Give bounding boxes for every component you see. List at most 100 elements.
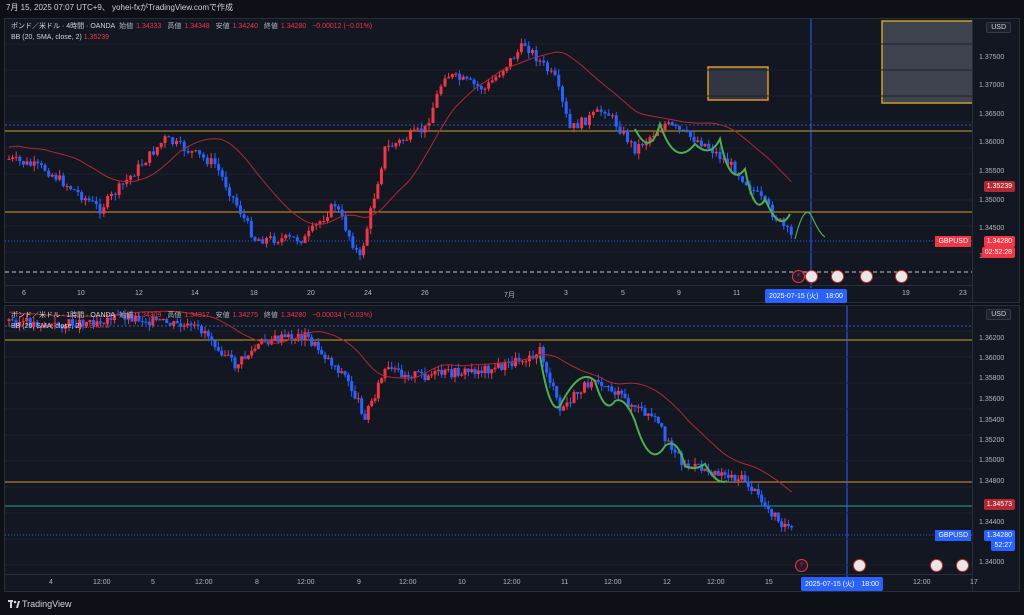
candle-body	[383, 146, 387, 169]
chart-pane-1h[interactable]: ポンド／米ドル · 1時間 · OANDA 始値 1.34309 高値 1.3431…	[4, 305, 1020, 592]
candle-body	[50, 174, 54, 177]
us-flag-icon[interactable]	[805, 270, 818, 283]
candle-body	[240, 356, 244, 365]
us-flag-icon[interactable]	[895, 270, 908, 283]
uk-flag-icon[interactable]	[831, 270, 844, 283]
lightning-icon[interactable]: ⚡	[792, 270, 805, 283]
candle-body	[517, 357, 521, 362]
uk-flag-icon[interactable]	[860, 270, 873, 283]
candle-body	[249, 220, 253, 238]
currency-button[interactable]: USD	[986, 309, 1011, 320]
candle-body	[123, 314, 127, 320]
price-plot-1h[interactable]	[5, 306, 975, 577]
candle-body	[696, 463, 700, 465]
candle-body	[618, 126, 622, 134]
candle-body	[129, 175, 133, 180]
price-plot-4h[interactable]	[5, 19, 975, 288]
time-axis-4h[interactable]: 6 10 12 14 18 20 24 26 7月 3 5 9 11 19 23	[5, 285, 973, 302]
candle-body	[549, 70, 553, 72]
lightning-icon[interactable]: ⚡	[795, 559, 808, 572]
candle-body	[216, 347, 220, 351]
candle-body	[132, 175, 136, 177]
uk-flag-icon[interactable]	[853, 559, 866, 572]
candle-body	[83, 198, 87, 201]
legend-bb[interactable]: BB (20, SMA, close, 2) 1.35239	[11, 34, 110, 41]
candle-body	[398, 139, 402, 144]
candle-body	[81, 319, 85, 327]
candle-body	[147, 321, 151, 326]
candle-body	[650, 413, 654, 416]
candle-body	[692, 136, 696, 142]
candle-body	[494, 76, 498, 81]
last-price-tag: 1.34280	[983, 530, 1015, 541]
candle-body	[171, 137, 175, 145]
candle-body	[435, 94, 439, 108]
us-flag-icon[interactable]	[956, 559, 969, 572]
candle-body	[487, 82, 491, 89]
legend-bb[interactable]: BB (20, SMA, close, 2) 1.34573	[11, 323, 110, 330]
candle-body	[196, 324, 200, 326]
candle-body	[178, 140, 182, 142]
candle-body	[265, 237, 269, 244]
candle-body	[670, 440, 674, 450]
candle-body	[233, 357, 237, 369]
candle-body	[780, 521, 784, 528]
candle-body	[155, 147, 159, 155]
candle-body	[580, 117, 584, 129]
candle-body	[344, 216, 348, 231]
candle-body	[736, 479, 740, 481]
candle-body	[213, 158, 217, 164]
candle-body	[626, 398, 630, 407]
candle-body	[253, 237, 257, 241]
currency-button[interactable]: USD	[986, 22, 1011, 33]
candle-body	[648, 137, 652, 142]
candle-body	[220, 170, 224, 177]
candle-body	[130, 314, 134, 322]
candle-body	[614, 115, 618, 127]
candle-body	[674, 125, 678, 127]
candle-body	[681, 129, 685, 131]
candle-body	[283, 334, 287, 338]
candle-body	[730, 474, 734, 478]
candle-body	[490, 80, 494, 83]
candle-body	[553, 70, 557, 75]
candle-body	[246, 355, 250, 359]
candle-body	[311, 225, 314, 231]
candle-body	[586, 382, 590, 388]
candle-body	[613, 391, 617, 395]
time-axis-1h[interactable]: 4 12:00 5 12:00 8 12:00 9 12:00 10 12:00…	[5, 574, 978, 591]
candle-body	[67, 319, 71, 326]
candle-body	[771, 204, 774, 218]
candle-body	[551, 382, 555, 387]
candle-body	[18, 321, 22, 327]
candle-body	[699, 140, 703, 147]
candle-body	[61, 175, 65, 187]
candle-body	[295, 237, 299, 242]
candle-body	[333, 365, 337, 367]
candle-body	[534, 50, 538, 62]
candle-body	[64, 325, 67, 329]
candle-body	[72, 189, 76, 191]
chart-pane-4h[interactable]: ポンド／米ドル · 4時間 · OANDA 始値 1.34333 高値 1.3434…	[4, 18, 1020, 303]
candle-body	[410, 377, 414, 379]
candle-body	[35, 321, 39, 328]
candle-body	[109, 193, 113, 197]
candle-body	[351, 236, 355, 248]
candle-body	[372, 198, 376, 209]
candle-body	[453, 368, 457, 378]
bb-middle-line	[8, 51, 792, 225]
candle-body	[350, 381, 354, 392]
candle-body	[498, 75, 502, 77]
candle-body	[250, 350, 254, 356]
candle-body	[109, 317, 113, 321]
candle-body	[273, 335, 277, 342]
candle-body	[629, 141, 633, 143]
candle-body	[102, 207, 106, 214]
candle-body	[446, 369, 450, 371]
candle-body	[54, 174, 58, 180]
uk-flag-icon[interactable]	[930, 559, 943, 572]
candle-body	[542, 60, 546, 63]
candle-body	[579, 392, 583, 394]
price-axis-4h[interactable]: USD 1.37500 1.37000 1.36500 1.36000 1.35…	[972, 19, 1019, 302]
candle-body	[7, 319, 11, 321]
